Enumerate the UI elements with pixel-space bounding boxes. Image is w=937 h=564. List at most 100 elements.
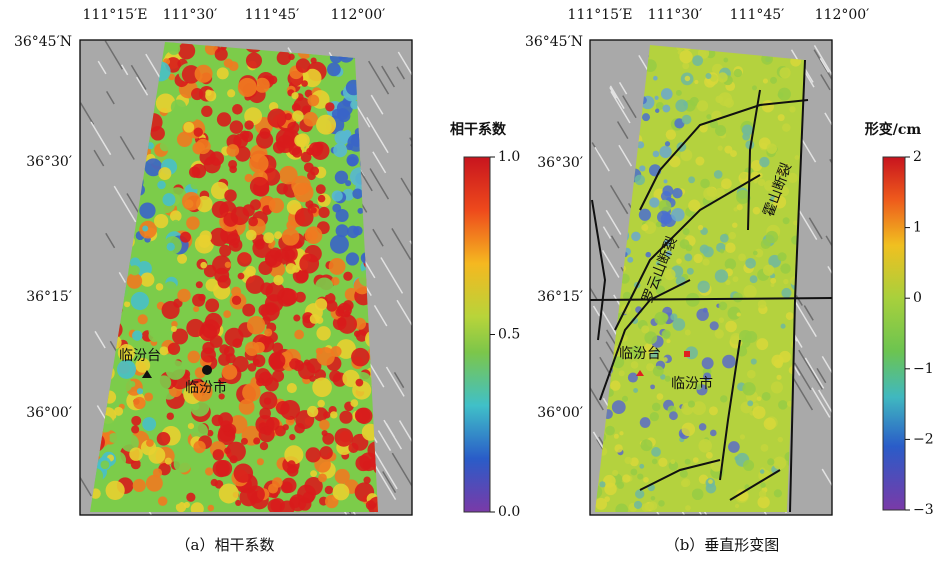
texture [246, 52, 262, 68]
texture [658, 458, 667, 467]
texture [124, 301, 130, 307]
texture [277, 183, 288, 194]
texture [740, 173, 747, 180]
texture [688, 200, 700, 212]
texture [714, 170, 723, 179]
texture [206, 279, 219, 292]
texture [619, 370, 625, 376]
texture [315, 298, 327, 310]
texture [318, 473, 327, 482]
city-marker [202, 365, 212, 375]
texture [326, 300, 337, 311]
texture [706, 452, 713, 459]
texture [127, 273, 143, 289]
texture [177, 289, 190, 302]
texture [332, 190, 343, 201]
texture [295, 208, 314, 227]
texture [230, 120, 243, 133]
texture [695, 157, 704, 166]
lat-label: 36°45′N [14, 34, 72, 50]
colorbar-title: 形变/cm [865, 121, 922, 138]
texture [693, 254, 702, 263]
texture [735, 504, 739, 508]
texture [162, 193, 175, 206]
texture [272, 370, 284, 382]
texture [184, 502, 190, 508]
texture [238, 273, 245, 280]
texture [244, 120, 253, 129]
texture [255, 240, 265, 250]
texture [703, 187, 717, 201]
texture [205, 313, 223, 331]
texture [156, 283, 163, 290]
texture [679, 50, 692, 63]
texture [327, 62, 341, 76]
texture [247, 485, 265, 503]
texture [210, 151, 224, 165]
texture [113, 416, 128, 431]
texture [752, 85, 757, 90]
texture [195, 65, 213, 83]
texture [639, 464, 644, 469]
texture [760, 469, 765, 474]
texture [280, 400, 300, 420]
colorbar-tick-label: −3 [913, 502, 934, 518]
texture [191, 88, 203, 100]
texture [774, 489, 782, 497]
texture [684, 253, 692, 261]
texture [653, 76, 658, 81]
texture [272, 477, 283, 488]
texture [315, 277, 333, 295]
texture [235, 500, 241, 506]
texture [745, 258, 756, 269]
texture [718, 145, 723, 150]
texture [719, 302, 728, 311]
texture [130, 265, 140, 275]
lat-label: 36°45′N [525, 34, 583, 50]
texture [319, 207, 330, 218]
texture [268, 243, 274, 249]
texture [640, 417, 651, 428]
texture [604, 483, 616, 495]
texture [226, 144, 239, 157]
texture [165, 458, 172, 465]
texture [131, 292, 149, 310]
texture [226, 442, 246, 462]
texture [200, 262, 207, 269]
lon-label: 111°45′ [730, 7, 785, 23]
texture [363, 461, 372, 470]
texture [299, 254, 319, 274]
texture [363, 477, 370, 484]
texture [659, 146, 671, 158]
texture [680, 470, 688, 478]
texture [238, 78, 257, 97]
texture [759, 490, 766, 497]
texture [631, 232, 641, 242]
texture [193, 306, 199, 312]
texture [747, 370, 756, 379]
texture [259, 128, 270, 139]
figure: 111°15′E 111°30′ 111°45′ 112°00′ 36°45′N… [0, 0, 937, 564]
texture [687, 268, 694, 275]
texture [783, 279, 788, 284]
texture [770, 77, 777, 84]
texture [150, 243, 164, 257]
texture [267, 109, 286, 128]
texture [301, 80, 308, 87]
texture [666, 339, 670, 343]
ridge [411, 145, 428, 174]
texture [220, 420, 231, 431]
texture [781, 288, 791, 298]
texture [683, 102, 687, 106]
texture [273, 141, 286, 154]
lon-label: 111°45′ [245, 7, 300, 23]
texture [766, 231, 778, 243]
texture [180, 232, 191, 243]
place-label: 临汾台 [619, 346, 661, 362]
texture [654, 96, 658, 100]
texture [183, 122, 194, 133]
texture [164, 281, 177, 294]
texture [212, 201, 229, 218]
texture [307, 406, 318, 417]
texture [259, 408, 271, 420]
